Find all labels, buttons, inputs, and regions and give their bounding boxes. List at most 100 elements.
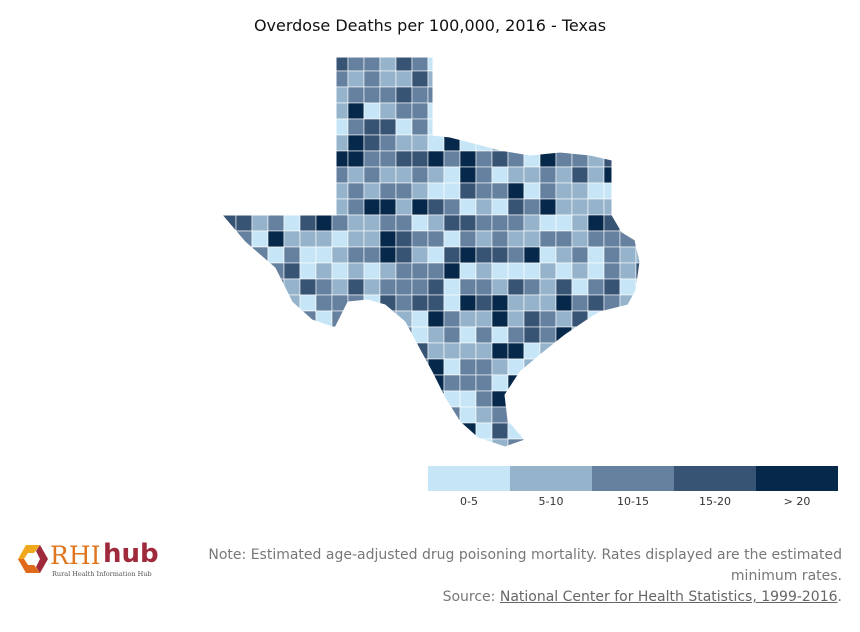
county[interactable] [299, 166, 317, 184]
county[interactable] [267, 70, 285, 88]
county[interactable] [347, 246, 365, 264]
county[interactable] [555, 214, 573, 232]
county[interactable] [235, 262, 253, 280]
county[interactable] [283, 262, 301, 280]
county[interactable] [220, 70, 237, 88]
county[interactable] [459, 246, 477, 264]
county[interactable] [635, 55, 652, 72]
county[interactable] [523, 422, 541, 440]
county[interactable] [427, 438, 445, 455]
county[interactable] [459, 262, 477, 280]
county[interactable] [491, 422, 509, 440]
county[interactable] [587, 406, 605, 424]
county[interactable] [587, 198, 605, 216]
county[interactable] [379, 278, 397, 296]
county[interactable] [539, 342, 557, 360]
county[interactable] [315, 438, 333, 455]
county[interactable] [251, 422, 269, 440]
county[interactable] [379, 102, 397, 120]
county[interactable] [619, 246, 637, 264]
county[interactable] [555, 166, 573, 184]
county[interactable] [235, 118, 253, 136]
county[interactable] [555, 182, 573, 200]
county[interactable] [507, 214, 525, 232]
county[interactable] [539, 358, 557, 376]
county[interactable] [347, 118, 365, 136]
county[interactable] [283, 374, 301, 392]
county[interactable] [220, 102, 237, 120]
county[interactable] [555, 406, 573, 424]
county[interactable] [283, 406, 301, 424]
county[interactable] [251, 230, 269, 248]
county[interactable] [251, 102, 269, 120]
county[interactable] [283, 390, 301, 408]
county[interactable] [315, 102, 333, 120]
county[interactable] [539, 438, 557, 455]
county[interactable] [443, 358, 461, 376]
county[interactable] [427, 134, 445, 152]
county[interactable] [571, 182, 589, 200]
county[interactable] [571, 198, 589, 216]
county[interactable] [555, 422, 573, 440]
county[interactable] [395, 214, 413, 232]
county[interactable] [587, 294, 605, 312]
county[interactable] [571, 246, 589, 264]
county[interactable] [571, 86, 589, 104]
county[interactable] [603, 262, 621, 280]
county[interactable] [411, 438, 429, 455]
county[interactable] [299, 230, 317, 248]
county[interactable] [507, 102, 525, 120]
county[interactable] [619, 406, 637, 424]
county[interactable] [267, 246, 285, 264]
county[interactable] [395, 294, 413, 312]
county[interactable] [571, 358, 589, 376]
county[interactable] [635, 150, 652, 168]
county[interactable] [251, 438, 269, 455]
county[interactable] [379, 374, 397, 392]
county[interactable] [411, 182, 429, 200]
county[interactable] [315, 326, 333, 344]
county[interactable] [587, 326, 605, 344]
county[interactable] [283, 342, 301, 360]
county[interactable] [427, 182, 445, 200]
county[interactable] [220, 118, 237, 136]
county[interactable] [603, 214, 621, 232]
county[interactable] [363, 342, 381, 360]
county[interactable] [411, 262, 429, 280]
county[interactable] [539, 294, 557, 312]
county[interactable] [427, 374, 445, 392]
county[interactable] [603, 86, 621, 104]
county[interactable] [459, 230, 477, 248]
county[interactable] [299, 358, 317, 376]
county[interactable] [251, 278, 269, 296]
county[interactable] [619, 166, 637, 184]
county[interactable] [315, 374, 333, 392]
county[interactable] [283, 118, 301, 136]
county[interactable] [491, 246, 509, 264]
county[interactable] [267, 102, 285, 120]
county[interactable] [411, 198, 429, 216]
county[interactable] [587, 438, 605, 455]
county[interactable] [411, 150, 429, 168]
county[interactable] [363, 102, 381, 120]
county[interactable] [619, 342, 637, 360]
county[interactable] [267, 422, 285, 440]
county[interactable] [315, 278, 333, 296]
county[interactable] [475, 358, 493, 376]
county[interactable] [331, 374, 349, 392]
county[interactable] [635, 262, 652, 280]
county[interactable] [395, 150, 413, 168]
county[interactable] [347, 438, 365, 455]
county[interactable] [331, 342, 349, 360]
county[interactable] [235, 214, 253, 232]
county[interactable] [619, 422, 637, 440]
county[interactable] [571, 406, 589, 424]
county[interactable] [459, 55, 477, 72]
county[interactable] [635, 374, 652, 392]
county[interactable] [379, 70, 397, 88]
county[interactable] [315, 134, 333, 152]
county[interactable] [555, 358, 573, 376]
county[interactable] [523, 86, 541, 104]
county[interactable] [603, 118, 621, 136]
county[interactable] [379, 438, 397, 455]
